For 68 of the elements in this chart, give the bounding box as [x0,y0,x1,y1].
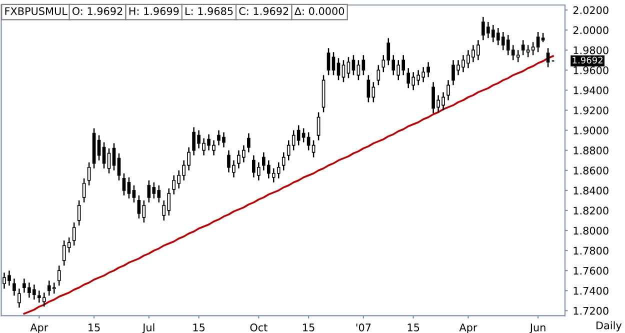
y-tick-label: 1.8400 [574,186,608,195]
y-tick-label: 2.0200 [573,6,608,14]
candlestick [376,64,380,86]
candlestick [87,162,91,186]
candlestick [282,152,286,171]
annotation: Δ: 0.0000 [294,7,344,16]
x-tick-label: 15 [193,324,205,332]
candlestick [57,264,61,286]
y-tick-label: 1.9800 [574,46,608,54]
candlestick [446,80,450,101]
candlestick [117,152,121,182]
annotation: O: 1.9692 [72,7,122,16]
x-tick-label: Apr [30,324,48,333]
y-tick-label: 1.9000 [574,126,608,134]
candlestick [127,176,131,200]
y-tick-label: 2.0000 [573,26,608,34]
candlestick [326,47,330,76]
y-tick-label: 1.9400 [574,86,608,94]
y-tick-label: 1.7600 [574,266,608,275]
candlestick [142,200,146,224]
candlestick [352,54,356,76]
x-tick-label: Jun [529,324,546,333]
candlestick [82,178,86,204]
candlestick [102,142,106,169]
x-tick-label: 15 [88,324,100,332]
x-tick-label: '07 [356,324,371,332]
y-tick-label: 1.8800 [574,146,608,154]
candlestick [72,222,76,246]
candlestick [112,142,116,171]
y-tick-label: 1.8600 [574,166,608,174]
candlestick [362,54,366,76]
candlestick [12,278,16,296]
candlestick [77,200,81,226]
candlestick [332,51,336,76]
candlestick [346,56,350,79]
text: 1.9692 [572,56,602,64]
candlestick [541,32,545,43]
candlestick [546,47,550,68]
x-tick-label: 15 [408,324,420,332]
y-tick-label: 1.8200 [574,206,608,215]
x-tick-label: 15 [303,324,314,332]
x-tick-label: Jul [142,323,154,333]
candlestick [342,59,346,83]
candlestick [122,172,126,196]
x-tick-label: Oct [250,324,268,332]
y-tick-label: 1.7400 [574,286,608,295]
annotation: H: 1.9699 [129,7,179,16]
candlestick [132,184,136,204]
candlestick [536,31,540,53]
text: Daily [596,321,622,332]
candlestick [316,112,320,141]
candlestick [137,194,141,220]
y-tick-label: 1.9200 [574,106,608,114]
y-tick-label: 1.7200 [574,306,608,315]
candlestick [356,59,360,81]
candlestick [18,288,21,308]
chart-title: FXBPUSMUL [5,7,68,16]
candlestick [531,41,535,56]
y-tick-label: 1.7800 [574,246,608,255]
y-tick-label: 1.8000 [574,226,608,235]
y-tick-label: 1.9600 [574,66,608,74]
candlestick [247,132,250,153]
annotation: L: 1.9685 [186,7,233,16]
x-tick-label: Apr [459,324,478,333]
candlestick [107,148,111,174]
candlestick [366,74,370,103]
annotation: C: 1.9692 [239,7,288,16]
candlestick [336,57,340,81]
